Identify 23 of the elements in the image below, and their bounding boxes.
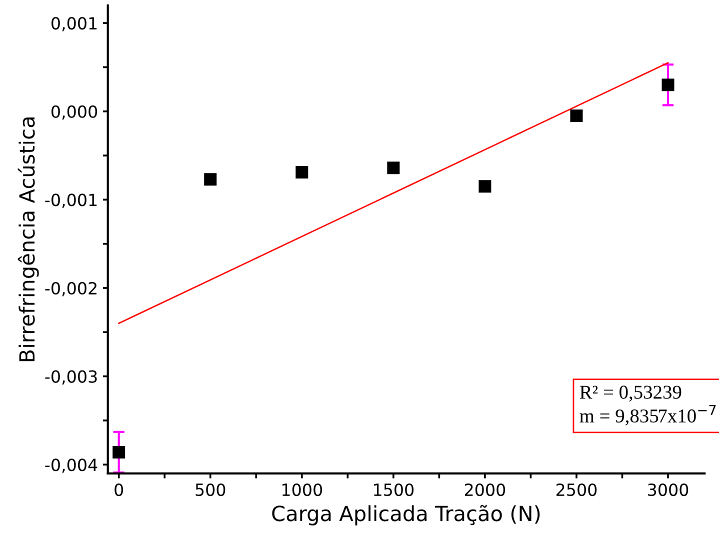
- point: [478, 180, 492, 193]
- y-tick-label: 0,000: [52, 105, 98, 120]
- point: [570, 110, 583, 122]
- x-axis-title: Carga Aplicada Tração (N): [272, 504, 540, 526]
- point: [662, 78, 674, 92]
- point: [387, 162, 400, 174]
- x-tick-label: 3000: [648, 483, 688, 496]
- x-tick-label: 500: [196, 483, 226, 496]
- y-tick-label: -0,002: [45, 282, 96, 296]
- point: [112, 446, 126, 458]
- y-tick-label: 0,001: [52, 17, 97, 32]
- y-tick-label: -0,004: [45, 458, 98, 473]
- x-tick-label: 2500: [556, 483, 597, 496]
- point: [296, 166, 308, 179]
- y-tick-label: -0,001: [45, 194, 97, 208]
- y-tick-label: -0,003: [45, 370, 97, 385]
- y-axis-title: Birrefringência Acústica: [18, 118, 39, 362]
- annotation: R² = 0,53239 m = 9,8357x10$^{−7}$: [580, 386, 716, 426]
- x-tick-label: 0: [114, 483, 124, 496]
- x-tick-label: 1000: [282, 483, 322, 496]
- point: [204, 173, 217, 186]
- x-tick-label: 1500: [374, 483, 414, 496]
- x-tick-label: 2000: [464, 483, 506, 496]
